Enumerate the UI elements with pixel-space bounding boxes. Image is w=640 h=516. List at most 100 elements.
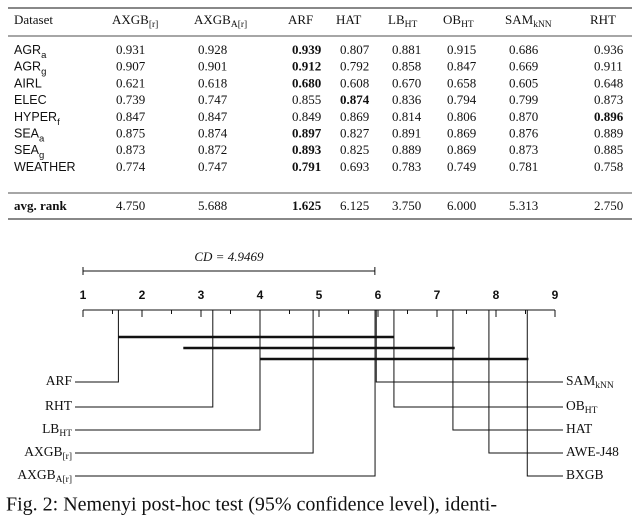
rank-connector <box>75 310 119 383</box>
method-label-sub: A[r] <box>56 475 72 485</box>
summary-cell: 3.750 <box>392 198 421 213</box>
method-label-base: AXGB <box>24 444 62 459</box>
dataset-name-sub: g <box>39 150 44 161</box>
cell: 0.605 <box>509 75 538 90</box>
dataset-name: SEAg <box>14 143 44 160</box>
tick-label: 1 <box>80 288 87 302</box>
rank-connector <box>75 310 214 408</box>
method-label: OBHT <box>566 398 598 416</box>
cell: 0.889 <box>594 125 623 140</box>
cell: 0.680 <box>292 75 321 90</box>
cell: 0.873 <box>509 142 538 157</box>
caption: Fig. 2: Nemenyi post-hoc test (95% confi… <box>6 494 497 516</box>
cell: 0.858 <box>392 59 421 74</box>
method-label-base: AXGB <box>17 467 55 482</box>
cell: 0.747 <box>198 159 228 174</box>
cell: 0.876 <box>509 125 539 140</box>
cell: 0.869 <box>340 109 369 124</box>
cell: 0.893 <box>292 142 322 157</box>
cell: 0.648 <box>594 75 623 90</box>
summary-cell: 6.125 <box>340 198 369 213</box>
dataset-name: ELEC <box>14 93 47 107</box>
dataset-name-base: WEATHER <box>14 160 76 174</box>
column-header-sub: [r] <box>149 20 159 30</box>
method-label: AWE-J48 <box>566 444 619 459</box>
cell: 0.873 <box>116 142 145 157</box>
dataset-name: AGRg <box>14 60 46 77</box>
cell: 0.669 <box>509 59 538 74</box>
method-label-base: HAT <box>566 421 593 436</box>
cell: 0.869 <box>447 125 476 140</box>
column-header: AXGBA[r] <box>194 12 247 30</box>
column-header-base: LB <box>388 12 405 27</box>
summary-cell: 1.625 <box>292 198 322 213</box>
cell: 0.847 <box>447 59 477 74</box>
cell: 0.869 <box>447 142 476 157</box>
method-label: LBHT <box>42 421 72 439</box>
rank-connector <box>75 310 314 454</box>
cell: 0.901 <box>198 59 227 74</box>
cell: 0.814 <box>392 109 422 124</box>
column-header-base: HAT <box>336 12 361 27</box>
rank-connector <box>526 310 563 477</box>
dataset-name: AIRL <box>14 77 42 91</box>
column-header: Dataset <box>14 12 53 27</box>
tick-label: 8 <box>493 288 500 302</box>
dataset-name-base: AGR <box>14 43 41 57</box>
cell: 0.939 <box>292 42 322 57</box>
column-header-base: RHT <box>590 12 616 27</box>
method-label-sub: HT <box>59 429 72 439</box>
cell: 0.855 <box>292 92 321 107</box>
summary-cell: 5.313 <box>509 198 538 213</box>
cell: 0.874 <box>198 125 228 140</box>
cell: 0.658 <box>447 75 476 90</box>
column-header-sub: HT <box>405 20 418 30</box>
cell: 0.928 <box>198 42 227 57</box>
method-label-base: OB <box>566 398 585 413</box>
tick-label: 6 <box>375 288 382 302</box>
dataset-name: AGRa <box>14 43 47 60</box>
method-label-base: AWE-J48 <box>566 444 619 459</box>
column-header-sub: A[r] <box>231 20 247 30</box>
cell: 0.774 <box>116 159 146 174</box>
rank-connector <box>375 310 563 383</box>
dataset-name-sub: a <box>39 133 45 144</box>
cell: 0.693 <box>340 159 369 174</box>
method-label-base: RHT <box>45 398 73 413</box>
dataset-name-base: SEA <box>14 143 40 157</box>
method-label: AXGB[r] <box>24 444 72 462</box>
cell: 0.618 <box>198 75 227 90</box>
cell: 0.747 <box>198 92 228 107</box>
column-header-base: SAM <box>505 12 534 27</box>
tick-label: 4 <box>257 288 264 302</box>
cell: 0.827 <box>340 125 370 140</box>
cell: 0.907 <box>116 59 146 74</box>
cell: 0.912 <box>292 59 321 74</box>
cell: 0.875 <box>116 125 145 140</box>
method-label: RHT <box>45 398 73 413</box>
column-header: SAMkNN <box>505 12 552 30</box>
cell: 0.847 <box>198 109 228 124</box>
method-label: SAMkNN <box>566 373 614 391</box>
cell: 0.889 <box>392 142 421 157</box>
cell: 0.799 <box>509 92 538 107</box>
dataset-name-base: AIRL <box>14 77 42 91</box>
dataset-name-base: AGR <box>14 60 41 74</box>
column-header-base: Dataset <box>14 12 53 27</box>
method-label-sub: [r] <box>63 452 73 462</box>
rank-connector <box>452 310 563 431</box>
tick-label: 5 <box>316 288 323 302</box>
cell: 0.686 <box>509 42 539 57</box>
tick-label: 3 <box>198 288 205 302</box>
cell: 0.794 <box>447 92 477 107</box>
cell: 0.836 <box>392 92 422 107</box>
tick-label: 9 <box>552 288 559 302</box>
cell: 0.792 <box>340 59 369 74</box>
cell: 0.749 <box>447 159 476 174</box>
column-header: OBHT <box>443 12 474 30</box>
rank-connector <box>488 310 563 454</box>
method-label: HAT <box>566 421 593 436</box>
column-header: LBHT <box>388 12 417 30</box>
